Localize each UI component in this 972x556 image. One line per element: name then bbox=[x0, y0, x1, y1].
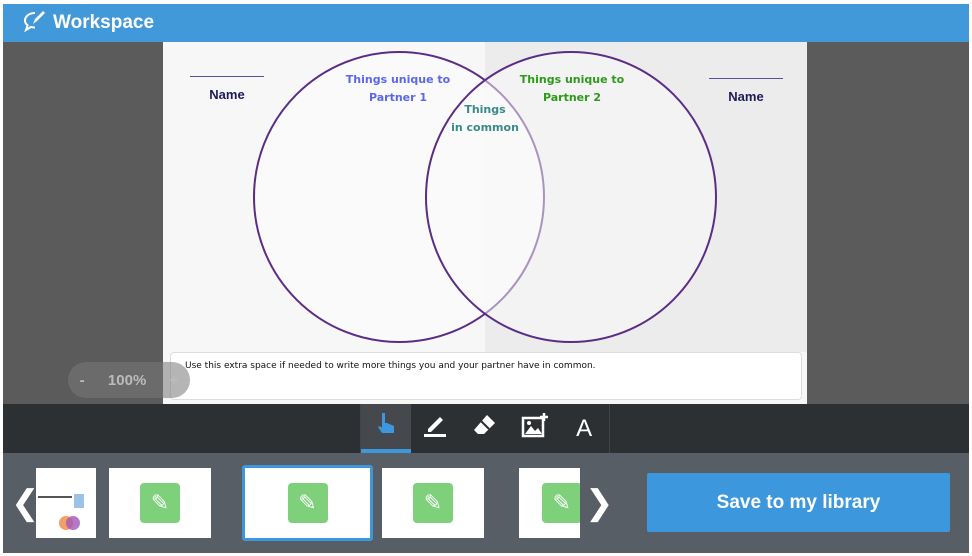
pencil-icon bbox=[422, 412, 448, 445]
label-line: Things unique to bbox=[345, 73, 451, 86]
text-tool[interactable]: A bbox=[559, 404, 609, 453]
eraser-tool[interactable] bbox=[460, 404, 510, 453]
add-image-tool[interactable] bbox=[510, 404, 560, 453]
zoom-out-button[interactable]: - bbox=[79, 371, 85, 389]
pointer-hand-icon bbox=[376, 411, 396, 442]
add-image-icon bbox=[521, 412, 549, 445]
canvas-area: Name Name Things unique to Partner 1 Thin… bbox=[3, 42, 969, 404]
save-to-library-button[interactable]: Save to my library bbox=[647, 473, 950, 532]
page-thumbnail-strip: ❮ ✎ ✎ ✎ ✎ ❯ Save to my library bbox=[3, 453, 969, 553]
right-name-label: Name bbox=[709, 78, 783, 104]
tool-bar: A bbox=[3, 404, 969, 453]
app-logo-icon: ✎ bbox=[140, 483, 180, 523]
label-line: Things bbox=[464, 103, 506, 116]
label-line: Partner 2 bbox=[542, 91, 602, 104]
zoom-level: 100% bbox=[107, 371, 147, 389]
app-logo-icon: ✎ bbox=[287, 483, 328, 523]
pointer-tool[interactable] bbox=[361, 404, 411, 453]
app-logo-icon: ✎ bbox=[413, 483, 453, 523]
label-line: in common bbox=[451, 121, 519, 134]
extra-space-box[interactable]: Use this extra space if needed to write … bbox=[170, 352, 802, 400]
unique-partner2-label: Things unique to Partner 2 bbox=[507, 71, 637, 107]
zoom-control: - 100% + bbox=[68, 362, 190, 398]
page-thumbnail-3-selected[interactable]: ✎ bbox=[242, 465, 373, 541]
page-thumbnail-4[interactable]: ✎ bbox=[382, 468, 484, 538]
app-title: Workspace bbox=[53, 12, 155, 33]
right-circle bbox=[425, 51, 717, 343]
text-icon: A bbox=[576, 414, 593, 442]
eraser-icon bbox=[472, 412, 498, 445]
in-common-label: Things in common bbox=[443, 101, 527, 137]
label-line: Things unique to bbox=[519, 73, 625, 86]
label-line: Partner 1 bbox=[368, 91, 428, 104]
left-name-label: Name bbox=[190, 76, 264, 102]
page-thumbnail-1[interactable] bbox=[36, 468, 96, 538]
app-header: Workspace bbox=[3, 4, 969, 42]
app-logo-icon: ✎ bbox=[541, 483, 580, 523]
page-thumbnail-5[interactable]: ✎ bbox=[519, 468, 580, 538]
next-page-arrow[interactable]: ❯ bbox=[585, 484, 614, 522]
chat-pencil-icon bbox=[23, 10, 47, 37]
zoom-in-button[interactable]: + bbox=[169, 371, 179, 389]
venn-worksheet[interactable]: Name Name Things unique to Partner 1 Thin… bbox=[163, 42, 807, 404]
page-thumbnail-2[interactable]: ✎ bbox=[109, 468, 211, 538]
pencil-tool[interactable] bbox=[411, 404, 461, 453]
prev-page-arrow[interactable]: ❮ bbox=[11, 484, 40, 522]
unique-partner1-label: Things unique to Partner 1 bbox=[333, 71, 463, 107]
